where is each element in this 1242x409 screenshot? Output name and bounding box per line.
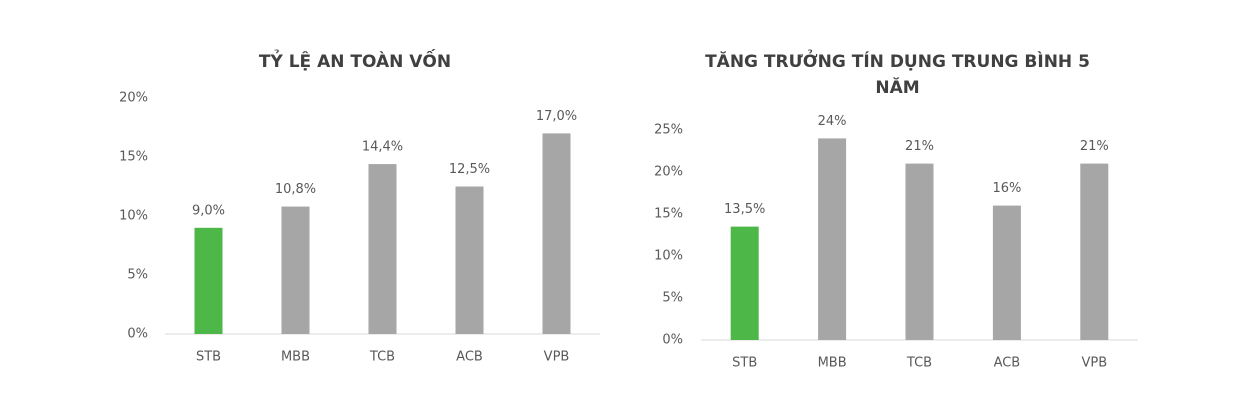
y-tick-label: 20% — [654, 165, 683, 180]
y-tick-label: 20% — [119, 91, 148, 106]
x-tick-label: ACB — [994, 356, 1021, 371]
x-tick-label: MBB — [281, 350, 310, 365]
y-tick-label: 10% — [119, 209, 148, 224]
bar — [730, 226, 759, 340]
bar — [281, 206, 310, 334]
x-tick-label: STB — [732, 356, 757, 371]
x-tick-label: MBB — [818, 356, 847, 371]
chart-title: TĂNG TRƯỞNG TÍN DỤNG TRUNG BÌNH 5 NĂM — [705, 52, 1090, 98]
value-label: 9,0% — [192, 203, 225, 218]
value-label: 21% — [1080, 139, 1109, 154]
value-label: 17,0% — [536, 109, 577, 124]
bar — [1080, 163, 1109, 340]
x-tick-label: VPB — [1081, 356, 1107, 371]
y-tick-label: 5% — [662, 291, 683, 306]
y-tick-label: 0% — [662, 333, 683, 348]
value-label: 21% — [905, 139, 934, 154]
value-label: 14,4% — [362, 140, 403, 155]
bar — [818, 138, 847, 340]
bar — [368, 164, 397, 334]
bar — [194, 227, 223, 334]
y-tick-label: 25% — [654, 123, 683, 138]
bar — [455, 186, 484, 334]
value-label: 24% — [818, 114, 847, 129]
x-tick-label: ACB — [456, 350, 483, 365]
y-tick-label: 0% — [127, 327, 148, 342]
value-label: 10,8% — [275, 182, 316, 197]
x-tick-label: TCB — [369, 350, 395, 365]
value-label: 16% — [992, 181, 1021, 196]
x-tick-label: TCB — [906, 356, 932, 371]
value-label: 12,5% — [449, 162, 490, 177]
value-label: 13,5% — [724, 202, 765, 217]
y-tick-label: 15% — [119, 150, 148, 165]
y-tick-label: 15% — [654, 207, 683, 222]
y-tick-label: 5% — [127, 268, 148, 283]
bar — [992, 205, 1021, 340]
bar — [542, 133, 571, 334]
bar — [905, 163, 934, 340]
chart-title: TỶ LỆ AN TOÀN VỐN — [258, 52, 452, 72]
x-tick-label: VPB — [544, 350, 570, 365]
x-tick-label: STB — [196, 350, 221, 365]
y-tick-label: 10% — [654, 249, 683, 264]
